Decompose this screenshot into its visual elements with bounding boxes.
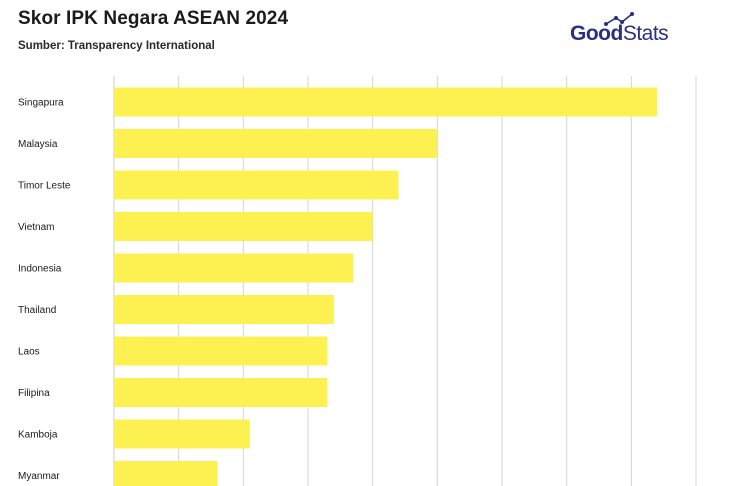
trend-arrow-icon: [604, 12, 634, 26]
bar-vietnam: [114, 212, 373, 241]
goodstats-logo: GoodStats: [570, 12, 695, 48]
category-label: Myanmar: [18, 471, 60, 482]
category-label: Kamboja: [18, 430, 58, 441]
category-label: Singapura: [18, 98, 64, 109]
category-label: Indonesia: [18, 264, 62, 275]
bar-timor-leste: [114, 170, 399, 200]
bar-kamboja: [114, 419, 250, 449]
bar-filipina: [114, 378, 328, 407]
category-label: Thailand: [18, 305, 56, 316]
chart-subtitle: Sumber: Transparency International: [18, 40, 215, 52]
category-label: Laos: [18, 347, 40, 358]
bar-thailand: [114, 295, 334, 324]
category-label: Timor Leste: [18, 181, 71, 192]
chart-title: Skor IPK Negara ASEAN 2024: [18, 8, 289, 29]
bars: [114, 87, 658, 486]
category-label: Vietnam: [18, 222, 55, 233]
bar-laos: [114, 336, 328, 366]
category-labels: Singapura Malaysia Timor Leste Vietnam Indon…: [18, 98, 71, 483]
logo-stats-text: Stats: [622, 22, 669, 45]
logo-wordmark: GoodStats: [570, 22, 669, 46]
bar-malaysia: [114, 129, 438, 158]
bar-myanmar: [114, 461, 218, 486]
logo-good-text: Good: [570, 22, 623, 45]
bar-singapura: [114, 87, 658, 117]
bar-indonesia: [114, 253, 354, 283]
category-label: Malaysia: [18, 139, 58, 150]
category-label: Filipina: [18, 388, 50, 399]
